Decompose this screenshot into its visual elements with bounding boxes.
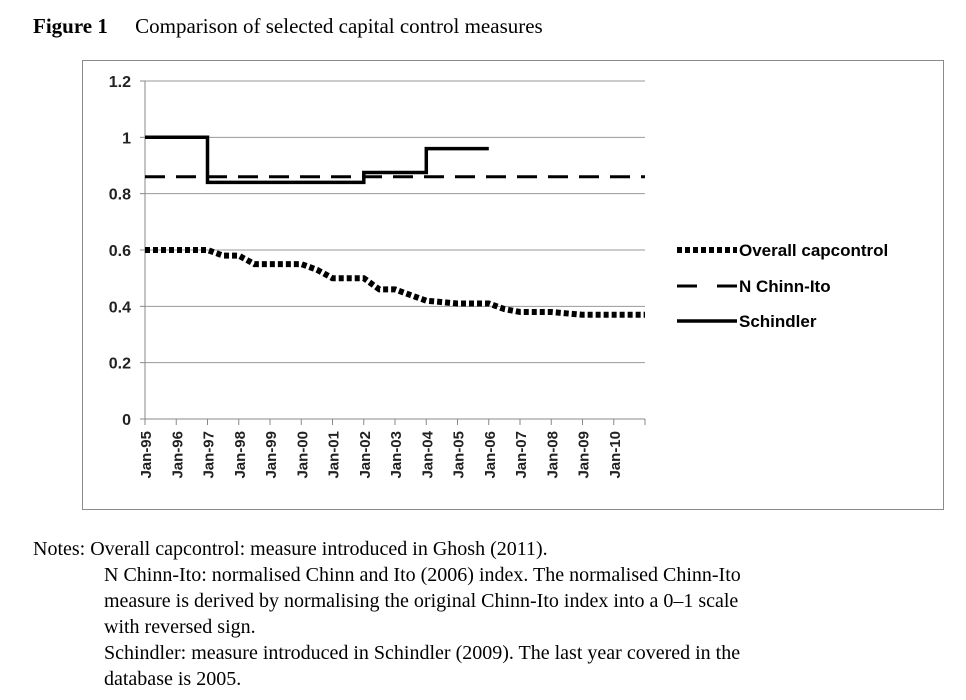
x-tick-label: Jan-07 xyxy=(513,431,530,479)
legend-label: N Chinn-Ito xyxy=(739,277,831,296)
series-line xyxy=(145,247,645,318)
x-tick-label: Jan-95 xyxy=(138,431,155,479)
x-tick-label: Jan-04 xyxy=(419,430,436,478)
x-tick-label: Jan-02 xyxy=(357,431,374,479)
y-tick-label: 0.8 xyxy=(109,187,131,204)
y-tick-label: 0.6 xyxy=(109,243,131,260)
figure-title: Comparison of selected capital control m… xyxy=(135,14,543,38)
x-tick-label: Jan-01 xyxy=(326,431,343,479)
figure-notes: Notes: Overall capcontrol: measure intro… xyxy=(33,536,933,692)
y-tick-label: 0.4 xyxy=(109,299,131,316)
legend-label: Schindler xyxy=(739,312,817,331)
legend-label: Overall capcontrol xyxy=(739,241,888,260)
x-tick-label: Jan-09 xyxy=(576,431,593,479)
x-tick-label: Jan-05 xyxy=(451,431,468,479)
notes-line: Notes: Overall capcontrol: measure intro… xyxy=(33,538,548,560)
notes-line: database is 2005. xyxy=(104,668,242,690)
x-tick-label: Jan-98 xyxy=(232,431,249,479)
y-tick-label: 1.2 xyxy=(109,74,131,91)
y-tick-label: 1 xyxy=(122,130,131,147)
x-tick-label: Jan-10 xyxy=(607,431,624,479)
x-tick-label: Jan-97 xyxy=(201,431,218,479)
x-tick-label: Jan-96 xyxy=(169,431,186,479)
notes-line: measure is derived by normalising the or… xyxy=(104,590,739,612)
chart-frame: 0 0.2 0.4 0.6 0.8 1 1.2 Jan-95 Jan-96 Jan-97 Jan-9… xyxy=(82,60,944,510)
figure-label: Figure 1 xyxy=(33,14,108,38)
y-tick-label: 0 xyxy=(122,412,131,429)
y-tick-label: 0.2 xyxy=(109,356,131,373)
x-tick-label: Jan-08 xyxy=(544,431,561,479)
x-tick-label: Jan-06 xyxy=(482,431,499,479)
line-chart: 0 0.2 0.4 0.6 0.8 1 1.2 Jan-95 Jan-96 Jan-97 Jan-9… xyxy=(109,74,889,479)
notes-line: N Chinn-Ito: normalised Chinn and Ito (2… xyxy=(104,564,741,586)
x-tick-label: Jan-00 xyxy=(294,431,311,479)
x-tick-label: Jan-99 xyxy=(263,431,280,479)
series-line xyxy=(145,135,489,185)
notes-line: Schindler: measure introduced in Schindl… xyxy=(104,642,741,664)
notes-line: with reversed sign. xyxy=(104,616,256,638)
x-tick-label: Jan-03 xyxy=(388,431,405,479)
figure-caption: Figure 1 Comparison of selected capital … xyxy=(33,14,543,39)
